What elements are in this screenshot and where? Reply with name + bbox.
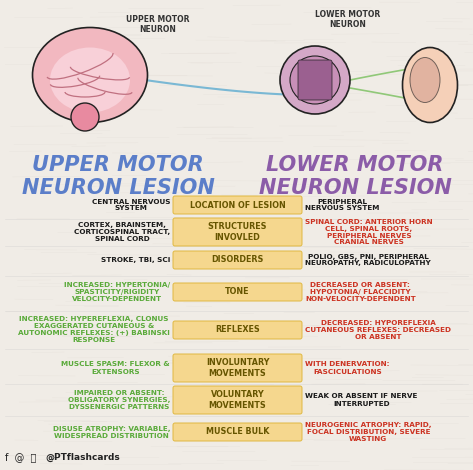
- Ellipse shape: [71, 103, 99, 131]
- Text: POLIO, GBS, PNi, PERIPHERAL
NEUROPATHY, RADICULOPATHY: POLIO, GBS, PNi, PERIPHERAL NEUROPATHY, …: [305, 253, 431, 266]
- Text: STROKE, TBI, SCi: STROKE, TBI, SCi: [101, 257, 170, 263]
- Text: WITH DENERVATION:
FASCICULATIONS: WITH DENERVATION: FASCICULATIONS: [305, 361, 389, 375]
- Ellipse shape: [50, 47, 130, 112]
- Ellipse shape: [290, 56, 340, 104]
- Text: INCREASED: HYPERTONIA/
SPASTICITY/RIGIDITY
VELOCITY-DEPENDENT: INCREASED: HYPERTONIA/ SPASTICITY/RIGIDI…: [64, 282, 170, 302]
- Text: DISUSE ATROPHY: VARIABLE,
WIDESPREAD DISTRIBUTION: DISUSE ATROPHY: VARIABLE, WIDESPREAD DIS…: [53, 425, 170, 439]
- Text: IMPAIRED OR ABSENT:
OBLIGATORY SYNERGIES,
DYSSENERGIC PATTERNS: IMPAIRED OR ABSENT: OBLIGATORY SYNERGIES…: [68, 390, 170, 410]
- Text: @PTflashcards: @PTflashcards: [45, 453, 120, 462]
- Text: NEUROGENIC ATROPHY: RAPID,
FOCAL DISTRIBUTION, SEVERE
WASTING: NEUROGENIC ATROPHY: RAPID, FOCAL DISTRIB…: [305, 422, 431, 442]
- Text: WEAK OR ABSENT IF NERVE
INTERRUPTED: WEAK OR ABSENT IF NERVE INTERRUPTED: [305, 393, 417, 407]
- Text: f  @  🐦: f @ 🐦: [5, 452, 36, 462]
- Text: INCREASED: HYPEREFLEXIA, CLONUS
EXAGGERATED CUTANEOUS &
AUTONOMIC REFLEXES: (+) : INCREASED: HYPEREFLEXIA, CLONUS EXAGGERA…: [18, 316, 170, 344]
- Text: DECREASED OR ABSENT:
HYPOTONIA/ FLACCIDITY
NON-VELOCITY-DEPENDENT: DECREASED OR ABSENT: HYPOTONIA/ FLACCIDI…: [305, 282, 416, 302]
- FancyBboxPatch shape: [173, 321, 302, 339]
- FancyBboxPatch shape: [173, 251, 302, 269]
- FancyBboxPatch shape: [173, 423, 302, 441]
- FancyBboxPatch shape: [173, 386, 302, 414]
- Ellipse shape: [403, 47, 457, 123]
- Text: LOWER MOTOR
NEURON LESION: LOWER MOTOR NEURON LESION: [259, 155, 451, 198]
- Text: UPPER MOTOR
NEURON: UPPER MOTOR NEURON: [126, 15, 190, 34]
- Text: LOWER MOTOR
NEURON: LOWER MOTOR NEURON: [315, 10, 381, 30]
- FancyBboxPatch shape: [173, 196, 302, 214]
- Text: LOCATION OF LESION: LOCATION OF LESION: [190, 201, 285, 210]
- Text: TONE: TONE: [225, 288, 250, 297]
- FancyBboxPatch shape: [298, 60, 332, 100]
- Ellipse shape: [410, 57, 440, 102]
- Text: MUSCLE SPASM: FLEXOR &
EXTENSORS: MUSCLE SPASM: FLEXOR & EXTENSORS: [61, 361, 170, 375]
- Text: UPPER MOTOR
NEURON LESION: UPPER MOTOR NEURON LESION: [22, 155, 214, 198]
- FancyBboxPatch shape: [173, 354, 302, 382]
- Text: SPINAL CORD: ANTERIOR HORN
CELL, SPINAL ROOTS,
PERIPHERAL NERVES
CRANIAL NERVES: SPINAL CORD: ANTERIOR HORN CELL, SPINAL …: [305, 219, 433, 245]
- Ellipse shape: [280, 46, 350, 114]
- Text: DECREASED: HYPOREFLEXIA
CUTANEOUS REFLEXES: DECREASED
OR ABSENT: DECREASED: HYPOREFLEXIA CUTANEOUS REFLEX…: [305, 320, 451, 340]
- Text: VOLUNTARY
MOVEMENTS: VOLUNTARY MOVEMENTS: [209, 390, 266, 410]
- Ellipse shape: [33, 28, 148, 123]
- Text: REFLEXES: REFLEXES: [215, 326, 260, 335]
- Text: MUSCLE BULK: MUSCLE BULK: [206, 428, 269, 437]
- Text: DISORDERS: DISORDERS: [211, 256, 263, 265]
- Text: CORTEX, BRAINSTEM,
CORTICOSPINAL TRACT,
SPINAL CORD: CORTEX, BRAINSTEM, CORTICOSPINAL TRACT, …: [74, 222, 170, 242]
- FancyBboxPatch shape: [173, 218, 302, 246]
- Text: CENTRAL NERVOUS
SYSTEM: CENTRAL NERVOUS SYSTEM: [91, 198, 170, 212]
- Text: INVOLUNTARY
MOVEMENTS: INVOLUNTARY MOVEMENTS: [206, 358, 269, 378]
- FancyBboxPatch shape: [173, 283, 302, 301]
- Text: STRUCTURES
INVOVLED: STRUCTURES INVOVLED: [208, 222, 267, 242]
- Text: PERIPHERAL
NERVOUS SYSTEM: PERIPHERAL NERVOUS SYSTEM: [305, 198, 379, 212]
